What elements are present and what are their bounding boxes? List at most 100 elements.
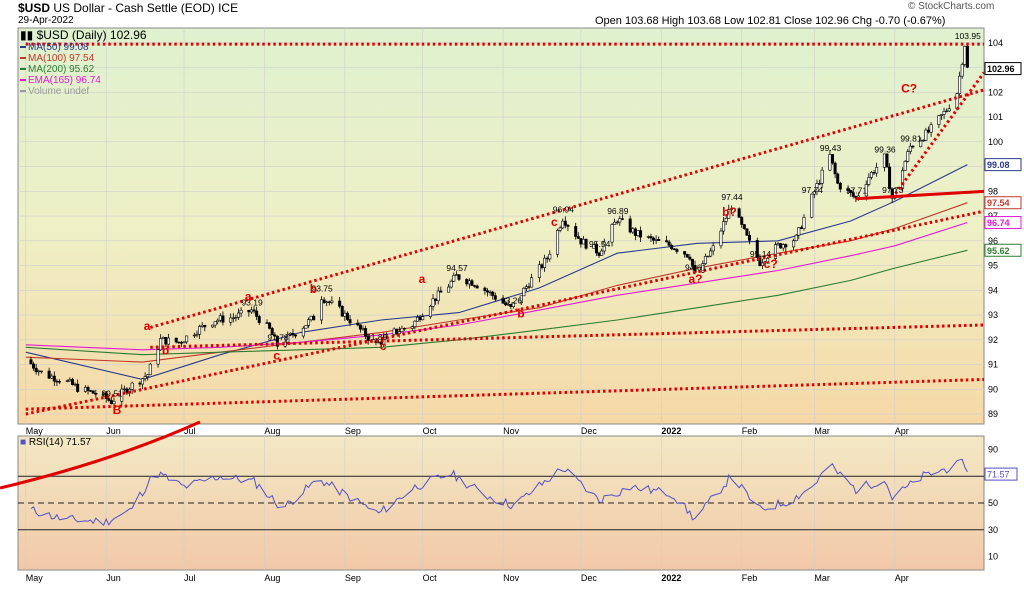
candle-body [758,257,762,266]
price-label: 99.43 [820,143,842,153]
wave-label: c [551,215,558,229]
price-x-axis: May Jun Jul Aug Sep Oct Nov Dec 2022 Feb Mar Apr [26,426,909,436]
candle-body [107,398,111,401]
candle-body [794,234,798,241]
red-arc [0,420,201,490]
candle-body [395,328,399,334]
y-tick-label: 94 [988,285,998,295]
candle-body [846,188,850,191]
y-tick-label: 102 [988,87,1003,97]
candle-body [802,217,806,229]
candle-body [91,390,95,394]
price-point-labels: 89.51 93.19 91.78 93.75 91.80 94.57 93.26 96.94… [101,31,981,398]
candle-body [724,218,728,222]
candle-body [558,227,562,231]
candle-body [143,376,147,379]
candle-body [322,299,326,303]
candle-body [740,217,744,225]
legend-label: MA(200) 95.62 [28,64,95,75]
value-badge [984,196,1022,210]
candle-body [76,383,80,392]
candle-body [291,332,295,336]
x-tick-label: Nov [503,573,520,583]
candle-body [410,326,414,329]
candle-body [234,316,238,319]
candle-body [294,334,298,337]
candle-body [34,367,38,373]
candle-body [239,309,243,314]
legend-item: EMA(165) 96.74 [20,75,147,86]
candle-body [491,291,495,296]
candle-body [301,327,305,337]
wave-label: c [273,349,280,363]
candle-body [703,255,707,264]
candle-body [356,322,360,326]
rsi-path [30,458,968,527]
candle-body [345,312,349,320]
candle-body [216,319,220,323]
candle-body [921,139,925,142]
candle-body [166,337,170,345]
candle-body [706,255,710,258]
candle-body [195,333,199,336]
symbol-name: US Dollar - Cash Settle (EOD) [53,1,215,15]
candle-body [340,305,344,317]
candle-body [888,166,892,190]
candle-body [646,236,650,238]
candle-body [236,312,240,318]
candle-body [919,140,923,148]
value-badge-text: 95.62 [987,246,1010,256]
candle-body [309,315,313,321]
candle-body [247,309,251,313]
ma-line [25,221,968,351]
candle-body [338,300,342,307]
candle-body [799,227,803,229]
candle-body [945,110,949,113]
candle-body [937,115,941,125]
rsi-line [30,458,968,527]
candle-body [955,93,959,110]
candle-body [670,245,674,250]
candle-body [273,334,277,337]
candle-body [288,332,292,335]
candle-body [392,328,396,335]
candle-body [470,280,474,286]
candle-body [364,328,368,337]
x-tick-label: Mar [814,426,830,436]
rsi-title: ■ RSI(14) 71.57 [20,437,91,448]
candle-body [47,370,51,379]
candle-body [901,170,905,189]
candle-body [965,45,969,68]
candle-body [906,151,910,162]
x-tick-label: Aug [264,426,280,436]
candle-body [501,299,505,304]
candle-body [602,241,606,252]
exchange: ICE [218,1,239,15]
candle-body [628,218,632,233]
candle-body [50,375,54,379]
candle-body [667,241,671,246]
chart-title: $USD US Dollar - Cash Settle (EOD) ICE [18,1,238,15]
y-tick-label: 101 [988,112,1003,122]
candle-body [797,227,801,236]
candle-body [958,75,962,94]
candle-body [436,290,440,301]
rsi-tick-label: 10 [988,552,998,562]
ma-line [25,249,968,356]
candle-body [815,183,819,193]
candle-body [83,387,87,392]
candle-body [156,349,160,365]
candle-body [672,248,676,250]
candle-body [685,253,689,258]
candle-body [524,286,528,289]
value-badge-text: 99.08 [987,160,1010,170]
rsi-value-badge [984,467,1018,481]
candle-body [65,380,69,382]
candle-body [579,238,583,245]
candle-body [174,337,178,343]
candle-body [185,335,189,343]
candle-body [130,382,134,390]
wave-label: a [144,319,151,333]
candle-body [457,274,461,280]
candle-body [493,295,497,300]
